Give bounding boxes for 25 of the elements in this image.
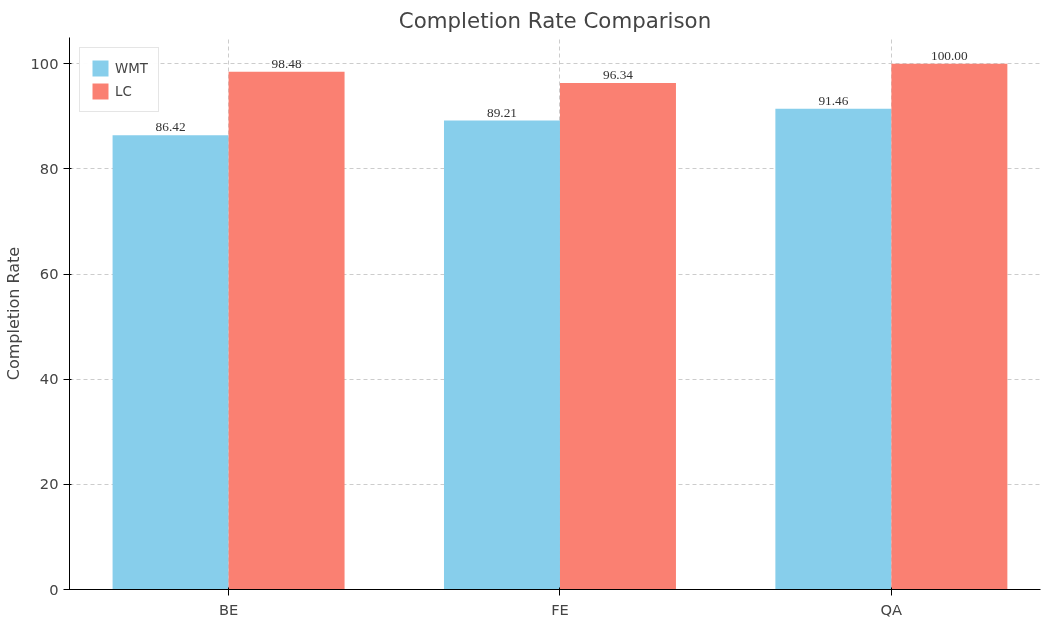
legend-label: LC [115, 83, 133, 99]
bar [891, 63, 1008, 590]
bar [443, 120, 560, 590]
bar [228, 71, 345, 590]
data-label: 89.21 [486, 104, 517, 120]
data-label: 100.00 [931, 47, 969, 63]
chart-title: Completion Rate Comparison [398, 7, 712, 33]
y-axis-title: Completion Rate [3, 246, 23, 381]
bar [559, 83, 676, 590]
y-tick-label: 20 [39, 475, 59, 493]
data-label: 98.48 [271, 55, 302, 71]
data-label: 86.42 [155, 119, 186, 135]
y-tick-label: 60 [39, 265, 59, 283]
y-tick-label: 100 [30, 54, 59, 72]
legend-label: WMT [115, 60, 148, 76]
data-label: 96.34 [602, 67, 634, 83]
bar [112, 135, 229, 590]
y-tick-label: 0 [49, 580, 59, 598]
y-tick-label: 80 [39, 159, 59, 177]
bar [775, 108, 892, 590]
data-label: 91.46 [818, 92, 849, 108]
y-tick-label: 40 [39, 370, 59, 388]
x-tick-label: FE [551, 600, 569, 618]
x-tick-label: BE [218, 600, 239, 618]
x-tick-label: QA [880, 600, 903, 618]
